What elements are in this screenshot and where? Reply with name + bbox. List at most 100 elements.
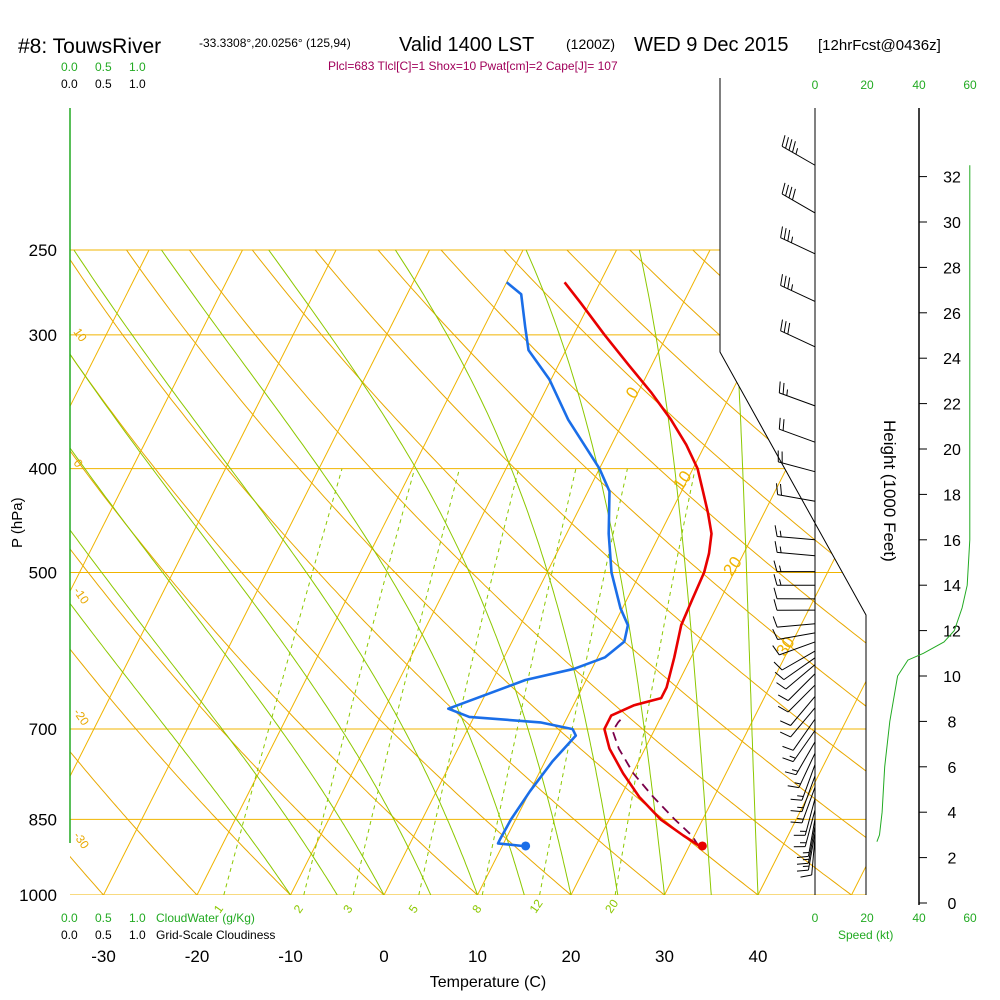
temperature-tick-label: -20 bbox=[185, 947, 210, 966]
wind-barb bbox=[780, 274, 816, 302]
dry-adiabat-line bbox=[882, 250, 1000, 895]
height-tick-label: 16 bbox=[943, 533, 961, 550]
forecast-info: [12hrFcst@0436z] bbox=[818, 37, 941, 54]
dry-adiabat-line bbox=[503, 249, 866, 582]
dry-adiabat-line bbox=[377, 249, 866, 707]
wind-barb-flag bbox=[773, 599, 778, 611]
wind-barb-flag bbox=[782, 382, 785, 395]
wind-barb bbox=[793, 809, 816, 848]
wind-barb bbox=[790, 787, 816, 824]
wind-barb-staff bbox=[804, 798, 816, 836]
wind-barb bbox=[778, 417, 816, 443]
dry-adiabat-line bbox=[188, 249, 852, 895]
bottom-cloudiness-tick: 0.0 bbox=[61, 928, 78, 942]
wind-barb-half-flag bbox=[794, 782, 801, 785]
mixing-ratio-line bbox=[614, 468, 696, 895]
bottom-cloud-tick: 1.0 bbox=[129, 911, 146, 925]
wind-barb-staff bbox=[804, 809, 816, 847]
wind-barb bbox=[774, 541, 816, 557]
wind-barb bbox=[777, 684, 816, 713]
wind-barb bbox=[781, 135, 816, 166]
top-cloud-tick: 0.5 bbox=[95, 60, 112, 74]
wind-barb-staff bbox=[779, 392, 816, 407]
top-cloudiness-tick: 0.5 bbox=[95, 77, 112, 91]
temperature-tick-label: 10 bbox=[468, 947, 487, 966]
wind-tick-top: 40 bbox=[912, 78, 926, 92]
top-cloud-tick: 1.0 bbox=[129, 60, 146, 74]
dry-adiabat-label: 10 bbox=[71, 325, 90, 344]
isotherm-line bbox=[70, 249, 337, 778]
dry-adiabat-line bbox=[314, 249, 866, 772]
dry-adiabat-line bbox=[944, 250, 1000, 895]
wind-barb-half-flag bbox=[779, 565, 782, 572]
wind-barb bbox=[793, 798, 816, 836]
moist-adiabat-line bbox=[730, 249, 759, 895]
wind-barb bbox=[782, 730, 816, 763]
pressure-tick-label: 700 bbox=[29, 720, 57, 739]
wind-tick-top: 20 bbox=[860, 78, 874, 92]
wind-barb-flag bbox=[773, 661, 783, 671]
dry-adiabat-line bbox=[70, 648, 291, 895]
wind-barb-half-flag bbox=[790, 236, 794, 243]
temperature-tick-label: -30 bbox=[91, 947, 116, 966]
wind-tick-bottom: 60 bbox=[963, 911, 977, 925]
wind-barb-half-flag bbox=[791, 769, 799, 772]
wind-tick-bottom: 20 bbox=[860, 911, 874, 925]
wind-barb-flag bbox=[788, 186, 793, 199]
wind-barb-staff bbox=[807, 832, 816, 871]
temperature-axis-labels: -30 -20 -10 0 10 20 30 40 bbox=[91, 947, 767, 966]
height-tick-label: 14 bbox=[943, 578, 961, 595]
isotherm-line bbox=[664, 495, 866, 895]
dry-adiabat-label: -10 bbox=[71, 584, 93, 607]
wind-barb-staff bbox=[807, 825, 816, 864]
pressure-tick-label: 250 bbox=[29, 241, 57, 260]
wind-barb bbox=[776, 483, 816, 502]
bottom-cloud-scale: 0.0 0.5 1.0 CloudWater (g/Kg) 0.0 0.5 1.… bbox=[61, 911, 275, 942]
height-tick-label: 4 bbox=[948, 805, 957, 822]
wind-barb-flag bbox=[787, 277, 791, 289]
wind-barb-flag bbox=[790, 821, 803, 824]
wind-barb-flag bbox=[787, 229, 791, 242]
isotherm-line bbox=[70, 249, 150, 408]
wind-barb-staff bbox=[792, 718, 816, 751]
wind-barb-flag bbox=[774, 525, 778, 537]
wind-tick-top: 0 bbox=[812, 78, 819, 92]
wind-barb-half-flag bbox=[797, 818, 804, 820]
wind-barb-flag bbox=[778, 417, 781, 430]
wind-barb-staff bbox=[811, 837, 816, 876]
height-tick-label: 30 bbox=[943, 215, 961, 232]
forecast-date: WED 9 Dec 2015 bbox=[634, 34, 789, 56]
wind-barb bbox=[800, 837, 816, 878]
dry-adiabats bbox=[70, 249, 1000, 895]
cloudiness-label: Grid-Scale Cloudiness bbox=[156, 928, 275, 942]
wind-barb-staff bbox=[795, 741, 816, 775]
header: #8: TouwsRiver -33.3308°,20.0256° (125,9… bbox=[18, 34, 941, 73]
dry-adiabat-line bbox=[70, 258, 665, 895]
wind-barb bbox=[790, 764, 816, 801]
wind-barb-staff bbox=[798, 752, 816, 788]
wind-barb bbox=[778, 381, 816, 407]
wind-barb-flag bbox=[800, 874, 812, 878]
wind-barb-staff bbox=[777, 623, 816, 628]
wind-barb-staff bbox=[801, 764, 816, 801]
wind-barb bbox=[777, 450, 816, 473]
wind-barb-staff bbox=[780, 330, 816, 348]
wind-barb bbox=[773, 560, 816, 573]
wind-barb-flag bbox=[783, 275, 787, 288]
wind-barb-flag bbox=[772, 645, 780, 656]
height-tick-label: 26 bbox=[943, 306, 961, 323]
wind-barb-flag bbox=[776, 682, 787, 690]
height-tick-label: 0 bbox=[948, 896, 957, 913]
height-axis-title: Height (1000 Feet) bbox=[880, 420, 899, 562]
wind-barb-flag bbox=[779, 720, 791, 726]
surface-temperature-point bbox=[697, 841, 707, 851]
wind-barb-flag bbox=[776, 483, 779, 495]
wind-barb-staff bbox=[779, 428, 816, 443]
mixing-ratio-line bbox=[481, 468, 577, 895]
sounding-parameters: Plcl=683 Tlcl[C]=1 Shox=10 Pwat[cm]=2 Ca… bbox=[328, 59, 618, 73]
height-tick-label: 22 bbox=[943, 397, 961, 414]
valid-time: Valid 1400 LST bbox=[399, 34, 534, 56]
bottom-cloud-tick: 0.0 bbox=[61, 911, 78, 925]
